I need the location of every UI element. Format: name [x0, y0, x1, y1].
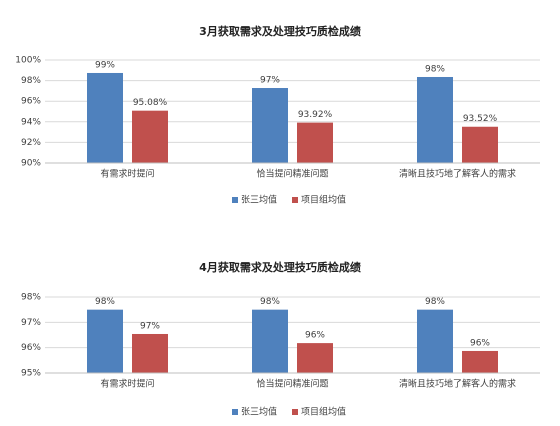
- data-label: 95.08%: [133, 98, 168, 108]
- x-tick-label: 恰当提问精准问题: [256, 378, 328, 390]
- legend-swatch: [232, 197, 238, 203]
- x-tick-label: 有需求时提问: [100, 378, 154, 390]
- y-tick-label: 95%: [21, 369, 41, 379]
- bar: [87, 72, 123, 163]
- y-tick-label: 94%: [21, 117, 41, 127]
- data-label: 93.92%: [298, 110, 333, 120]
- y-tick-label: 97%: [21, 318, 41, 328]
- legend-swatch: [292, 197, 298, 203]
- data-label: 99%: [95, 60, 115, 70]
- x-tick-label: 清晰且技巧地了解客人的需求: [399, 378, 516, 390]
- data-label: 97%: [140, 321, 160, 331]
- bar: [252, 309, 288, 373]
- legend-swatch: [232, 409, 238, 415]
- bar: [297, 343, 333, 373]
- data-label: 98%: [95, 297, 115, 307]
- bar: [417, 76, 453, 163]
- bar: [462, 126, 498, 163]
- legend-swatch: [292, 409, 298, 415]
- y-tick-label: 96%: [21, 97, 41, 107]
- bar: [132, 333, 168, 373]
- data-label: 98%: [260, 297, 280, 307]
- y-tick-label: 90%: [21, 159, 41, 169]
- data-label: 98%: [425, 64, 445, 74]
- bar: [297, 122, 333, 163]
- y-tick-label: 92%: [21, 138, 41, 148]
- bar: [87, 309, 123, 373]
- bar: [252, 88, 288, 163]
- chart-title: 4月获取需求及处理技巧质检成绩: [199, 260, 361, 274]
- x-tick-label: 恰当提问精准问题: [256, 168, 328, 180]
- bar: [132, 110, 168, 163]
- legend-label: 项目组均值: [301, 194, 346, 206]
- legend-label: 张三均值: [241, 194, 277, 206]
- bar: [462, 350, 498, 373]
- chart-title: 3月获取需求及处理技巧质检成绩: [199, 24, 361, 38]
- data-label: 96%: [305, 331, 325, 341]
- x-tick-label: 清晰且技巧地了解客人的需求: [399, 168, 516, 180]
- y-tick-label: 98%: [21, 293, 41, 303]
- y-tick-label: 96%: [21, 343, 41, 353]
- legend-label: 张三均值: [241, 406, 277, 418]
- y-tick-label: 98%: [21, 76, 41, 86]
- y-tick-label: 100%: [15, 56, 41, 66]
- legend-label: 项目组均值: [301, 406, 346, 418]
- data-label: 97%: [260, 76, 280, 86]
- data-label: 96%: [470, 338, 490, 348]
- bar: [417, 309, 453, 373]
- data-label: 93.52%: [463, 114, 498, 124]
- data-label: 98%: [425, 297, 445, 307]
- x-tick-label: 有需求时提问: [100, 168, 154, 180]
